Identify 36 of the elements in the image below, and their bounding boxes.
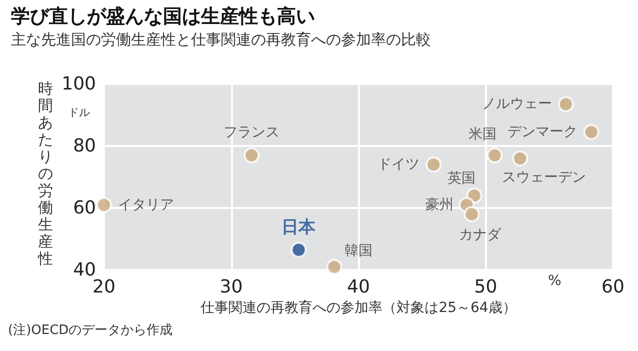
series-label: ノルウェー: [482, 96, 552, 112]
point: [426, 156, 442, 173]
series-label: カナダ: [458, 227, 502, 244]
x-tick-label: 40: [347, 276, 370, 298]
series-label: デンマーク: [507, 124, 578, 140]
series-label: ドイツ: [378, 156, 420, 173]
chart-subtitle: 主な先進国の労働生産性と仕事関連の再教育への参加率の比較: [11, 30, 431, 48]
text: ドル: [68, 106, 90, 119]
x-tick-label: 50: [474, 276, 498, 298]
point: [583, 124, 600, 140]
point: [486, 147, 503, 164]
chart-title: 学び直しが盛んな国は生産性も高い: [11, 6, 315, 28]
series-label: イタリア: [118, 196, 174, 213]
series-label: フランス: [224, 124, 280, 140]
point: [244, 147, 260, 164]
point: [326, 258, 342, 275]
text: (注)OECDのデータから作成: [8, 323, 173, 338]
y-tick-label: 60: [73, 198, 96, 218]
series-label: 日本: [282, 217, 317, 238]
series-label: 韓国: [344, 242, 372, 259]
point: [464, 206, 480, 222]
point: [512, 150, 528, 166]
series-label: 米国: [468, 126, 497, 142]
series-label: 英国: [447, 170, 476, 187]
x-tick-label: 30: [220, 276, 243, 298]
text: 時間あたりの労働生産性: [38, 80, 53, 268]
y-tick-label: 100: [62, 74, 96, 94]
x-tick-label: 60: [602, 276, 624, 298]
series-label: スウェーデン: [502, 169, 586, 186]
series-label: 豪州: [426, 196, 454, 213]
point: [96, 196, 112, 213]
y-tick-label: 80: [73, 136, 96, 156]
text: %: [548, 273, 562, 289]
x-axis-title: 仕事関連の再教育への参加率（対象は25～64歳）: [200, 298, 516, 316]
point: [558, 96, 574, 112]
point: [290, 242, 307, 258]
